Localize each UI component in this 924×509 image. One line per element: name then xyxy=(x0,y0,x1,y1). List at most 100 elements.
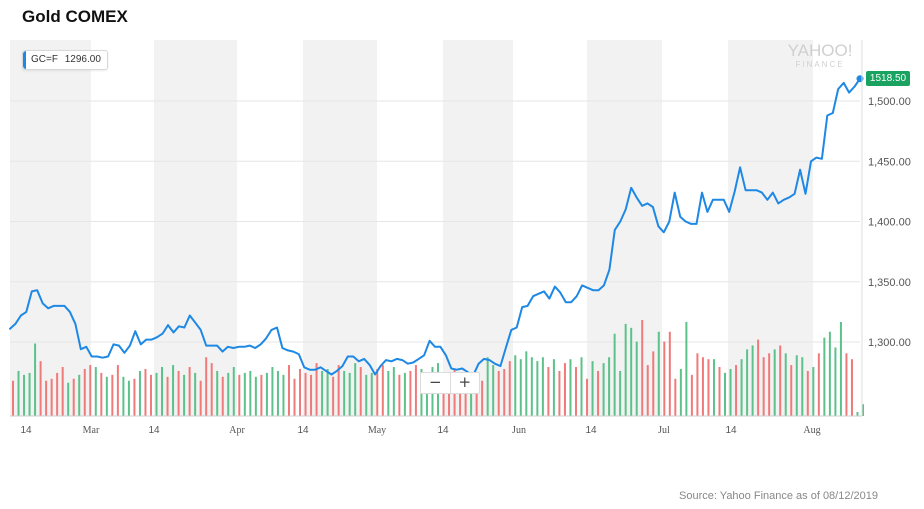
volume-bar xyxy=(17,370,20,416)
volume-bar xyxy=(161,367,164,416)
volume-bar xyxy=(183,374,186,416)
volume-bar xyxy=(591,361,594,416)
legend-value: 1296.00 xyxy=(64,54,101,65)
volume-bar xyxy=(409,370,412,416)
volume-bar xyxy=(276,370,279,416)
volume-bar xyxy=(232,367,235,416)
volume-bar xyxy=(414,365,417,416)
volume-bar xyxy=(94,367,97,416)
x-tick-label: Apr xyxy=(229,425,245,436)
volume-bar xyxy=(790,365,793,416)
volume-bar xyxy=(663,341,666,416)
volume-bar xyxy=(486,357,489,416)
volume-bar xyxy=(254,376,257,416)
yahoo-finance-watermark: YAHOO! FINANCE xyxy=(784,41,856,70)
axes xyxy=(10,40,863,417)
x-tick-label: 14 xyxy=(148,425,160,436)
x-tick-label: 14 xyxy=(297,425,309,436)
volume-bar xyxy=(492,365,495,416)
volume-bar xyxy=(210,363,213,416)
volume-bar xyxy=(326,368,329,416)
volume-bar xyxy=(525,351,528,416)
volume-bar xyxy=(243,372,246,416)
last-price-tag: 1518.50 xyxy=(866,71,910,86)
volume-bar xyxy=(310,374,313,416)
volume-bar xyxy=(72,378,75,416)
volume-bar xyxy=(138,370,141,416)
x-tick-label: 14 xyxy=(437,425,449,436)
x-tick-label: 14 xyxy=(20,425,32,436)
volume-bar xyxy=(580,357,583,416)
volume-bar xyxy=(442,372,445,416)
legend-chip[interactable]: GC=F 1296.00 xyxy=(22,50,108,70)
x-tick-label: 14 xyxy=(725,425,737,436)
volume-bar xyxy=(464,378,467,416)
volume-bar xyxy=(448,374,451,416)
volume-bar xyxy=(249,370,252,416)
month-band xyxy=(303,40,377,416)
volume-bar xyxy=(701,357,704,416)
volume-bar xyxy=(12,380,14,416)
volume-bar xyxy=(497,370,500,416)
volume-bar xyxy=(817,353,820,416)
volume-bar xyxy=(834,347,837,416)
watermark-line1: YAHOO! xyxy=(787,41,853,60)
volume-bar xyxy=(597,370,600,416)
month-band xyxy=(154,40,237,416)
volume-bar xyxy=(376,368,379,416)
chart-title: Gold COMEX xyxy=(22,7,128,26)
volume-bar xyxy=(569,359,572,416)
volume-bar xyxy=(608,357,611,416)
volume-bar xyxy=(238,374,241,416)
x-tick-label: Aug xyxy=(803,425,820,436)
volume-bar xyxy=(746,349,749,416)
volume-bar xyxy=(271,367,274,416)
zoom-in-button[interactable]: + xyxy=(449,373,480,393)
volume-bar xyxy=(773,349,776,416)
volume-bar xyxy=(343,370,346,416)
volume-bar xyxy=(282,374,285,416)
volume-bars xyxy=(12,320,864,416)
month-band xyxy=(443,40,513,416)
volume-bar xyxy=(514,355,517,416)
volume-bar xyxy=(735,365,738,416)
volume-bar xyxy=(459,376,462,416)
volume-bar xyxy=(34,343,37,416)
volume-bar xyxy=(28,372,31,416)
x-tick-label: Jun xyxy=(512,425,526,436)
volume-bar xyxy=(116,365,119,416)
volume-bar xyxy=(216,370,219,416)
volume-bar xyxy=(265,372,268,416)
volume-bar xyxy=(635,341,638,416)
volume-bar xyxy=(547,367,550,416)
volume-bar xyxy=(260,374,263,416)
volume-bar xyxy=(762,357,765,416)
x-tick-label: Mar xyxy=(83,425,100,436)
volume-bar xyxy=(508,361,511,416)
x-tick-labels: 14 Mar 14 Apr 14 May 14 Jun 14 Jul 14 Aug xyxy=(20,425,820,436)
volume-bar xyxy=(679,368,682,416)
volume-bar xyxy=(111,374,114,416)
zoom-out-button[interactable]: − xyxy=(428,373,442,391)
y-tick-label: 1,450.00 xyxy=(868,156,911,168)
volume-bar xyxy=(337,365,340,416)
volume-bar xyxy=(812,367,815,416)
volume-bar xyxy=(856,412,859,416)
volume-bar xyxy=(149,374,152,416)
volume-bar xyxy=(205,357,208,416)
y-tick-label: 1,300.00 xyxy=(868,337,911,349)
watermark-line2: FINANCE xyxy=(795,60,845,69)
volume-bar xyxy=(563,363,566,416)
volume-bar xyxy=(475,372,478,416)
volume-bar xyxy=(122,376,125,416)
volume-bar xyxy=(315,363,318,416)
volume-bar xyxy=(23,374,26,416)
volume-bar xyxy=(646,365,649,416)
volume-bar xyxy=(795,355,798,416)
volume-bar xyxy=(586,378,589,416)
x-tick-label: 14 xyxy=(585,425,597,436)
volume-bar xyxy=(729,368,732,416)
volume-bar xyxy=(61,367,64,416)
volume-bar xyxy=(144,368,147,416)
